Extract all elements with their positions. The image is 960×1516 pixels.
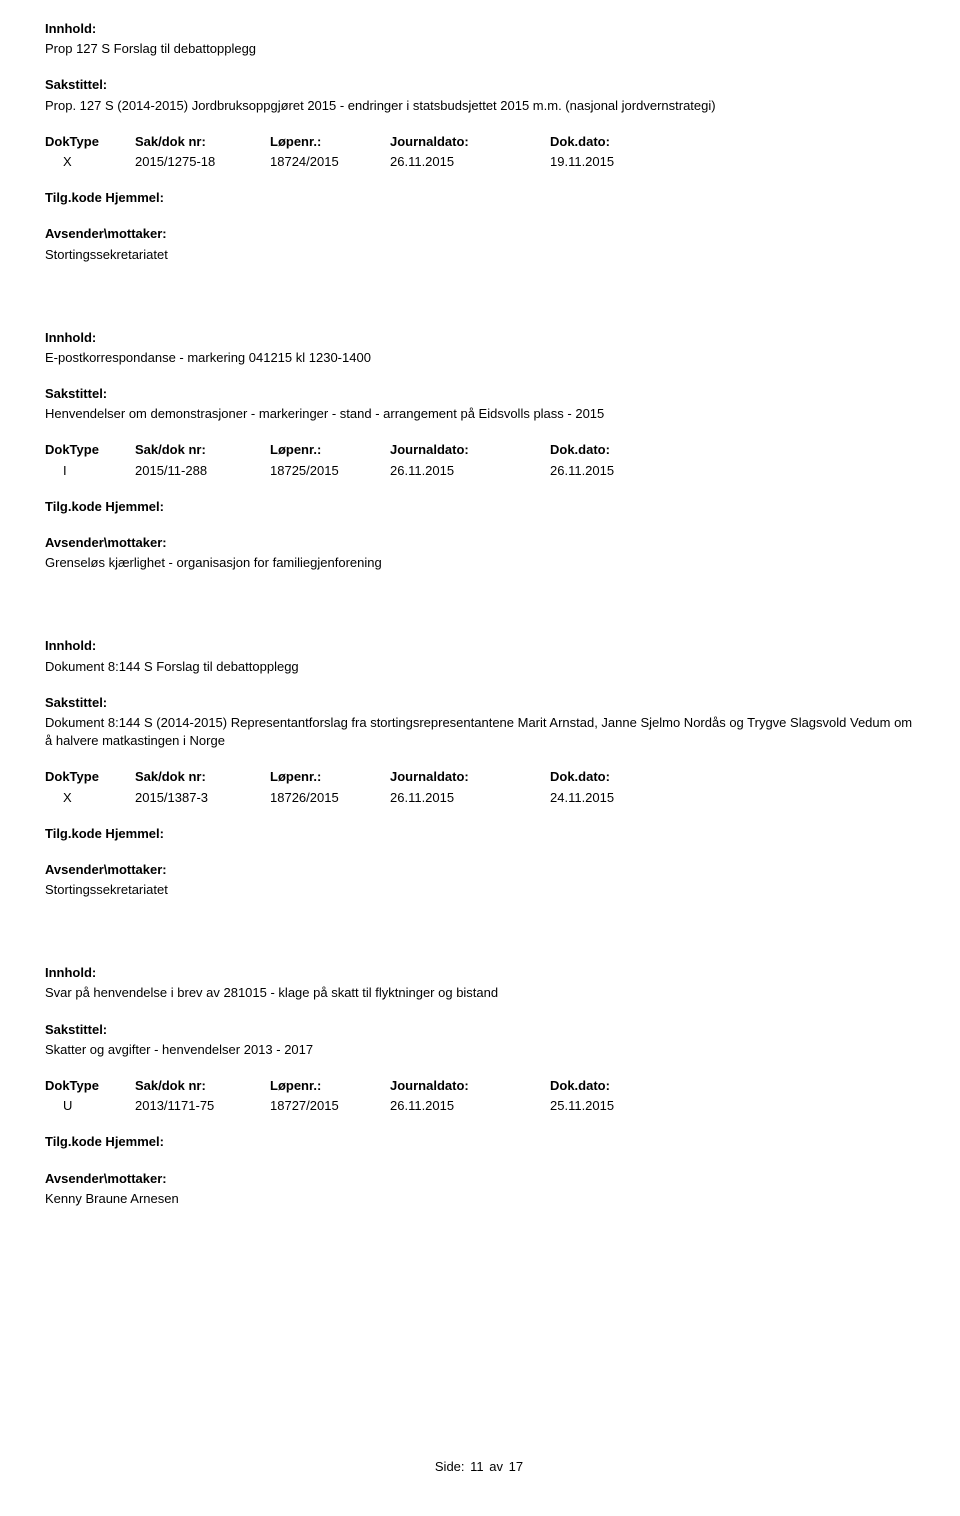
avsender-label: Avsender\mottaker: (45, 861, 915, 879)
tilgkode-hjemmel-label: Tilg.kode Hjemmel: (45, 825, 915, 843)
sakstittel-label: Sakstittel: (45, 76, 915, 94)
lopenr-value: 18724/2015 (270, 153, 390, 171)
journal-entry: Innhold: Svar på henvendelse i brev av 28… (45, 964, 915, 1208)
lopenr-header: Løpenr.: (270, 441, 390, 459)
table-header-row: DokTypeSak/dok nr:Løpenr.:Journaldato:Do… (45, 1077, 915, 1095)
lopenr-value: 18727/2015 (270, 1097, 390, 1115)
dokdato-header: Dok.dato: (550, 441, 710, 459)
doktype-header: DokType (45, 441, 135, 459)
innhold-label: Innhold: (45, 964, 915, 982)
journaldato-header: Journaldato: (390, 1077, 550, 1095)
doktype-header: DokType (45, 1077, 135, 1095)
table-data-row: U2013/1171-7518727/201526.11.201525.11.2… (45, 1097, 915, 1115)
journaldato-header: Journaldato: (390, 768, 550, 786)
table-data-row: I2015/11-28818725/201526.11.201526.11.20… (45, 462, 915, 480)
doktype-value: X (45, 789, 135, 807)
sakdoknr-value: 2013/1171-75 (135, 1097, 270, 1115)
doktype-header: DokType (45, 768, 135, 786)
footer-prefix: Side: (435, 1459, 465, 1474)
sakstittel-value: Dokument 8:144 S (2014-2015) Representan… (45, 714, 915, 750)
innhold-value: Dokument 8:144 S Forslag til debattopple… (45, 658, 915, 676)
table-data-row: X2015/1387-318726/201526.11.201524.11.20… (45, 789, 915, 807)
sakdoknr-header: Sak/dok nr: (135, 768, 270, 786)
avsender-label: Avsender\mottaker: (45, 225, 915, 243)
tilgkode-hjemmel-label: Tilg.kode Hjemmel: (45, 189, 915, 207)
journaldato-value: 26.11.2015 (390, 462, 550, 480)
journaldato-value: 26.11.2015 (390, 1097, 550, 1115)
sakstittel-label: Sakstittel: (45, 1021, 915, 1039)
sakstittel-value: Skatter og avgifter - henvendelser 2013 … (45, 1041, 915, 1059)
innhold-value: Prop 127 S Forslag til debattopplegg (45, 40, 915, 58)
sakdoknr-value: 2015/1275-18 (135, 153, 270, 171)
sakdoknr-header: Sak/dok nr: (135, 1077, 270, 1095)
doktype-header: DokType (45, 133, 135, 151)
footer-page-total: 17 (509, 1459, 523, 1474)
sakstittel-label: Sakstittel: (45, 385, 915, 403)
journaldato-value: 26.11.2015 (390, 789, 550, 807)
avsender-label: Avsender\mottaker: (45, 1170, 915, 1188)
dokdato-value: 25.11.2015 (550, 1097, 710, 1115)
dokdato-header: Dok.dato: (550, 133, 710, 151)
dokdato-value: 19.11.2015 (550, 153, 710, 171)
page-footer: Side: 11 av 17 (45, 1458, 915, 1476)
journal-entry: Innhold: E-postkorrespondanse - markering… (45, 329, 915, 573)
lopenr-header: Løpenr.: (270, 1077, 390, 1095)
lopenr-header: Løpenr.: (270, 133, 390, 151)
table-header-row: DokTypeSak/dok nr:Løpenr.:Journaldato:Do… (45, 441, 915, 459)
footer-page-current: 11 (470, 1459, 484, 1474)
avsender-value: Kenny Braune Arnesen (45, 1190, 915, 1208)
journal-entry: Innhold: Dokument 8:144 S Forslag til deb… (45, 637, 915, 899)
lopenr-value: 18725/2015 (270, 462, 390, 480)
avsender-value: Stortingssekretariatet (45, 881, 915, 899)
sakdoknr-header: Sak/dok nr: (135, 441, 270, 459)
table-data-row: X2015/1275-1818724/201526.11.201519.11.2… (45, 153, 915, 171)
lopenr-value: 18726/2015 (270, 789, 390, 807)
footer-of: av (489, 1459, 503, 1474)
sakstittel-label: Sakstittel: (45, 694, 915, 712)
sakstittel-value: Prop. 127 S (2014-2015) Jordbruksoppgjør… (45, 97, 915, 115)
innhold-label: Innhold: (45, 20, 915, 38)
sakstittel-value: Henvendelser om demonstrasjoner - marker… (45, 405, 915, 423)
sakdoknr-value: 2015/11-288 (135, 462, 270, 480)
avsender-label: Avsender\mottaker: (45, 534, 915, 552)
innhold-label: Innhold: (45, 637, 915, 655)
journaldato-header: Journaldato: (390, 441, 550, 459)
doktype-value: I (45, 462, 135, 480)
innhold-value: Svar på henvendelse i brev av 281015 - k… (45, 984, 915, 1002)
lopenr-header: Løpenr.: (270, 768, 390, 786)
dokdato-header: Dok.dato: (550, 1077, 710, 1095)
avsender-value: Grenseløs kjærlighet - organisasjon for … (45, 554, 915, 572)
avsender-value: Stortingssekretariatet (45, 246, 915, 264)
dokdato-value: 26.11.2015 (550, 462, 710, 480)
dokdato-header: Dok.dato: (550, 768, 710, 786)
doktype-value: U (45, 1097, 135, 1115)
sakdoknr-value: 2015/1387-3 (135, 789, 270, 807)
journaldato-header: Journaldato: (390, 133, 550, 151)
doktype-value: X (45, 153, 135, 171)
tilgkode-hjemmel-label: Tilg.kode Hjemmel: (45, 498, 915, 516)
tilgkode-hjemmel-label: Tilg.kode Hjemmel: (45, 1133, 915, 1151)
journal-entry: Innhold: Prop 127 S Forslag til debattopp… (45, 20, 915, 264)
table-header-row: DokTypeSak/dok nr:Løpenr.:Journaldato:Do… (45, 133, 915, 151)
journaldato-value: 26.11.2015 (390, 153, 550, 171)
innhold-label: Innhold: (45, 329, 915, 347)
sakdoknr-header: Sak/dok nr: (135, 133, 270, 151)
innhold-value: E-postkorrespondanse - markering 041215 … (45, 349, 915, 367)
table-header-row: DokTypeSak/dok nr:Løpenr.:Journaldato:Do… (45, 768, 915, 786)
dokdato-value: 24.11.2015 (550, 789, 710, 807)
